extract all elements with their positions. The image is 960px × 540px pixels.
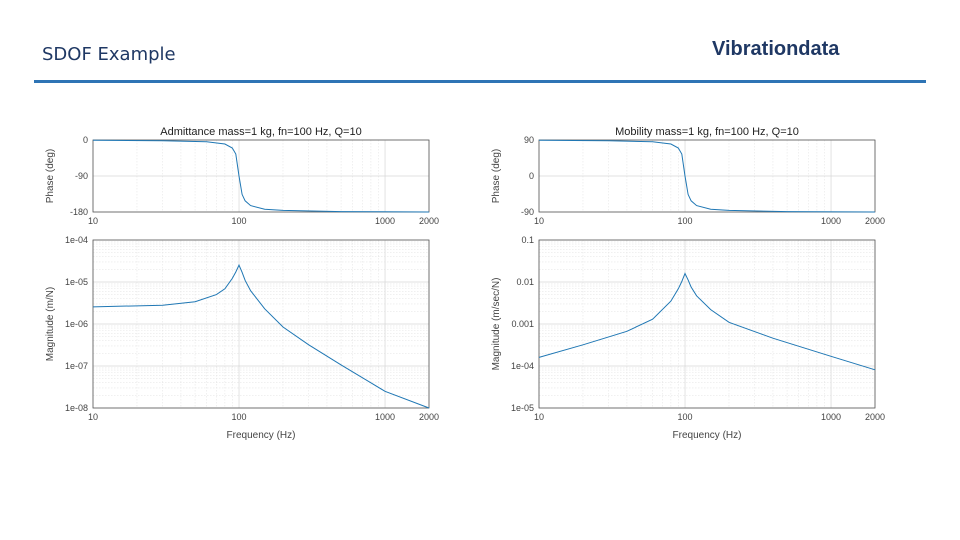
mobility-phase-xtick-label: 10 xyxy=(534,216,544,226)
admittance-phase-axes-frame xyxy=(92,139,430,213)
admittance-magnitude-series-line xyxy=(92,263,430,409)
brand-logo-text: Vibrationdata xyxy=(712,38,840,60)
mobility-phase-title: Mobility mass=1 kg, fn=100 Hz, Q=10 xyxy=(615,126,799,138)
mobility-magnitude-series-line xyxy=(538,272,876,371)
mobility-magnitude-xtick-label: 2000 xyxy=(865,412,885,422)
admittance-magnitude-ytick-label: 1e-04 xyxy=(65,235,88,245)
mobility-phase-ytick-label: -90 xyxy=(521,207,534,217)
admittance-magnitude-ytick-label: 1e-07 xyxy=(65,361,88,371)
mobility-magnitude-ytick-label: 1e-05 xyxy=(511,403,534,413)
admittance-phase-xtick-label: 2000 xyxy=(419,216,439,226)
mobility-phase-axes-frame xyxy=(538,139,876,213)
mobility-magnitude-ytick-label: 1e-04 xyxy=(511,361,534,371)
admittance-phase-xtick-label: 10 xyxy=(88,216,98,226)
mobility-magnitude-ytick-label: 0.01 xyxy=(516,277,534,287)
admittance-magnitude-axes-frame xyxy=(92,239,430,409)
admittance-magnitude-xlabel: Frequency (Hz) xyxy=(227,430,296,441)
admittance-phase-ytick-label: -180 xyxy=(70,207,88,217)
mobility-phase-ytick-label: 0 xyxy=(529,171,534,181)
header-divider xyxy=(34,80,926,83)
admittance-magnitude-xtick-label: 2000 xyxy=(419,412,439,422)
mobility-phase-xtick-label: 1000 xyxy=(821,216,841,226)
mobility-phase-series-line xyxy=(538,139,876,213)
admittance-magnitude-ytick-label: 1e-05 xyxy=(65,277,88,287)
admittance-magnitude-xtick-label: 10 xyxy=(88,412,98,422)
mobility-magnitude-axes-frame xyxy=(538,239,876,409)
mobility-magnitude-ytick-label: 0.1 xyxy=(521,235,534,245)
admittance-phase-ylabel: Phase (deg) xyxy=(45,149,56,203)
admittance-magnitude-ytick-label: 1e-08 xyxy=(65,403,88,413)
mobility-magnitude-xtick-label: 10 xyxy=(534,412,544,422)
admittance-magnitude-xtick-label: 1000 xyxy=(375,412,395,422)
mobility-magnitude-xlabel: Frequency (Hz) xyxy=(673,430,742,441)
admittance-phase-xtick-label: 1000 xyxy=(375,216,395,226)
mobility-magnitude-ytick-label: 0.001 xyxy=(511,319,534,329)
admittance-phase-ytick-label: 0 xyxy=(83,135,88,145)
mobility-magnitude-xtick-label: 1000 xyxy=(821,412,841,422)
admittance-phase-series-line xyxy=(92,139,430,213)
admittance-magnitude-xtick-label: 100 xyxy=(232,412,247,422)
mobility-magnitude-xtick-label: 100 xyxy=(678,412,693,422)
admittance-phase-ytick-label: -90 xyxy=(75,171,88,181)
admittance-magnitude-ylabel: Magnitude (m/N) xyxy=(45,287,56,361)
mobility-phase-ytick-label: 90 xyxy=(524,135,534,145)
admittance-phase-title: Admittance mass=1 kg, fn=100 Hz, Q=10 xyxy=(160,126,361,138)
mobility-phase-xtick-label: 2000 xyxy=(865,216,885,226)
mobility-phase-ylabel: Phase (deg) xyxy=(491,149,502,203)
admittance-magnitude-ytick-label: 1e-06 xyxy=(65,319,88,329)
mobility-phase-xtick-label: 100 xyxy=(678,216,693,226)
mobility-magnitude-ylabel: Magnitude (m/sec/N) xyxy=(491,278,502,371)
slide-title: SDOF Example xyxy=(42,44,176,65)
admittance-phase-xtick-label: 100 xyxy=(232,216,247,226)
